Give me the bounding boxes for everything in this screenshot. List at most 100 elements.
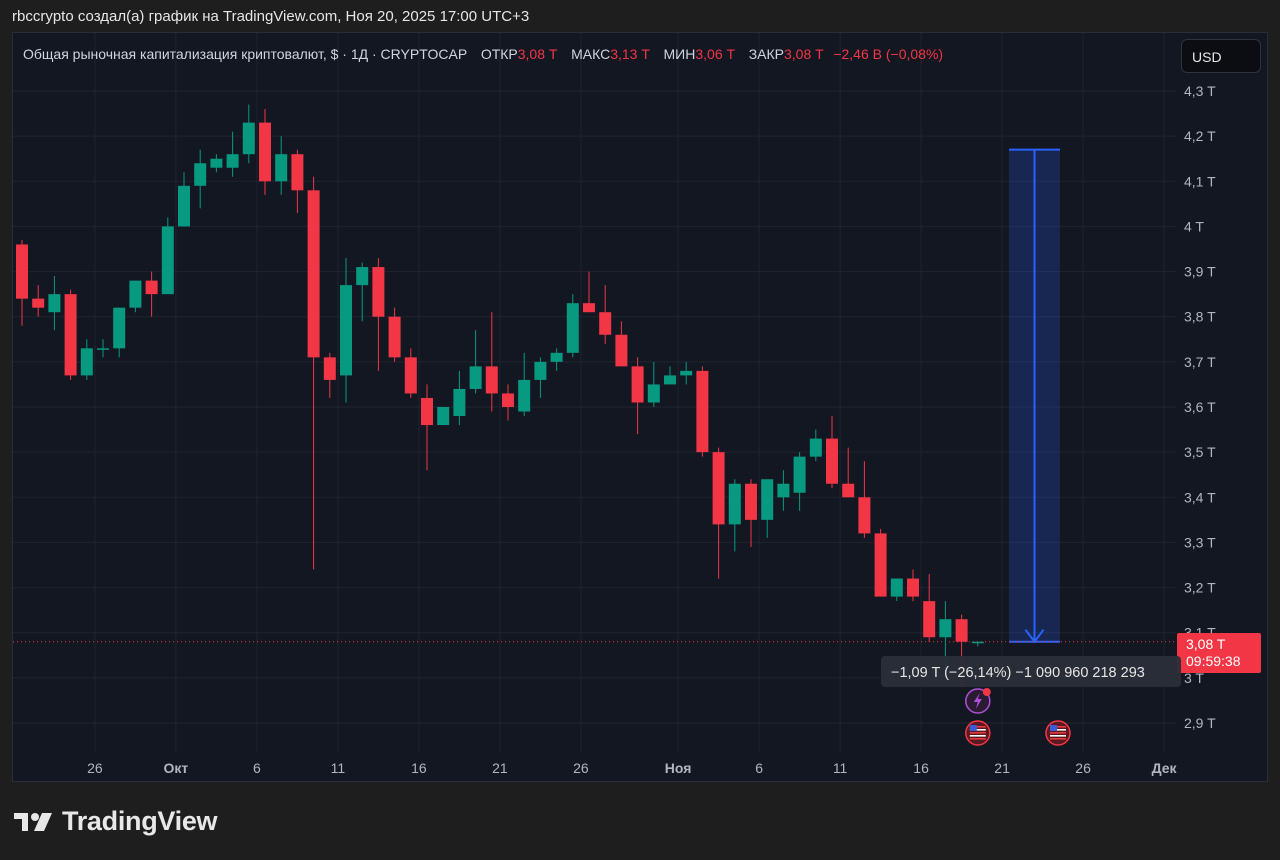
legend-title: Общая рыночная капитализация криптовалют… [23, 46, 467, 62]
currency-button[interactable]: USD [1181, 39, 1261, 73]
x-tick-label: Окт [164, 760, 189, 776]
y-tick-label: 3,6 T [1184, 399, 1216, 415]
y-tick-label: 4 T [1184, 218, 1204, 234]
lightning-glyph-icon [973, 693, 982, 709]
legend-close-value: 3,08 T [783, 46, 824, 62]
candle-body [793, 456, 806, 493]
candle-body [534, 361, 547, 380]
candle-body [437, 407, 450, 426]
candle-body [745, 483, 757, 520]
candle-body [566, 303, 579, 353]
measure-tool [1009, 148, 1060, 644]
candle-body [48, 294, 61, 313]
legend-low-label: МИН [663, 46, 696, 62]
flag-canton [1050, 725, 1057, 731]
flag-stripe [969, 726, 986, 728]
candle-body [64, 294, 77, 376]
candle-body [291, 154, 304, 191]
flag-stripe [1050, 732, 1066, 734]
candle-body [874, 533, 887, 597]
candle-body [647, 384, 660, 403]
notification-dot [982, 688, 991, 696]
candle-body [664, 375, 676, 385]
x-tick-label: 21 [994, 760, 1010, 776]
candle-body [826, 438, 838, 484]
y-tick-label: 3,9 T [1184, 264, 1216, 280]
candle-body [469, 366, 482, 389]
candle-body [728, 483, 741, 525]
candle-body [583, 303, 595, 313]
candle-body [680, 370, 693, 376]
flag-stripe [1050, 738, 1066, 740]
legend-high-label: МАКС [571, 46, 611, 62]
candle-body [404, 357, 417, 394]
flag-stripe [1050, 735, 1066, 737]
x-tick-label: 26 [87, 760, 103, 776]
legend-open-label: ОТКР [480, 46, 518, 62]
tradingview-logo[interactable]: TradingView [14, 806, 218, 837]
candle-body [599, 312, 612, 335]
candle-body [129, 280, 142, 308]
candle-body [631, 366, 644, 403]
candle-body [97, 348, 109, 350]
flag-stripe [969, 738, 986, 740]
y-tick-label: 2,9 T [1184, 715, 1216, 731]
flag-stripe [969, 735, 986, 737]
candlestick-chart[interactable]: 2,9 T3 T3,1 T3,2 T3,3 T3,4 T3,5 T3,6 T3,… [13, 33, 1268, 782]
candle-body [858, 497, 871, 534]
logo-text: TradingView [62, 806, 218, 836]
y-tick-label: 3,4 T [1184, 489, 1216, 505]
y-tick-label: 3 T [1184, 670, 1204, 686]
legend-close-label: ЗАКР [748, 46, 784, 62]
axes: 2,9 T3 T3,1 T3,2 T3,3 T3,4 T3,5 T3,6 T3,… [87, 83, 1216, 776]
tradingview-logo-icon [14, 812, 52, 831]
candle-body [372, 267, 385, 317]
x-tick-label: Ноя [665, 760, 692, 776]
x-tick-label: 6 [755, 760, 763, 776]
candle-body [194, 163, 207, 186]
x-tick-label: 26 [573, 760, 589, 776]
flag-stripe [969, 729, 986, 731]
candle-body [550, 352, 563, 362]
candle-body [259, 122, 271, 182]
y-tick-label: 3,8 T [1184, 309, 1216, 325]
candle-body [939, 619, 952, 638]
candle-body [907, 578, 919, 597]
candle-body [242, 122, 255, 155]
candle-body [340, 285, 352, 376]
price-badge-value: 3,08 T [1186, 636, 1226, 652]
candle-body [161, 226, 174, 295]
x-tick-label: 11 [833, 760, 848, 776]
candle-body [842, 483, 855, 498]
flag-stripe [969, 732, 986, 734]
candle-body [275, 154, 288, 182]
candle-body [16, 244, 28, 299]
x-tick-label: 26 [1075, 760, 1091, 776]
x-tick-label: 6 [253, 760, 261, 776]
overlays: 3,08 T09:59:38 −1,09 T (−26,14%) −1 090 9… [881, 633, 1261, 746]
measure-arrow-head [1024, 629, 1045, 644]
price-badge-countdown: 09:59:38 [1186, 653, 1241, 669]
candle-body [518, 379, 531, 412]
y-tick-label: 4,1 T [1184, 173, 1216, 189]
candle-body [923, 601, 936, 638]
flag-canton [969, 725, 977, 731]
y-tick-label: 4,2 T [1184, 128, 1216, 144]
candle-body [145, 280, 158, 295]
candle-body [955, 619, 968, 642]
x-tick-label: 16 [411, 760, 427, 776]
candle-body [323, 357, 336, 380]
candle-body [307, 190, 320, 358]
x-tick-label: 11 [331, 760, 346, 776]
candle-body [712, 452, 725, 525]
price-badge-bg [1177, 633, 1261, 673]
y-tick-label: 3,3 T [1184, 534, 1216, 550]
candle-body [32, 298, 45, 308]
candle-body [971, 641, 984, 644]
legend-open-value: 3,08 T [517, 46, 558, 62]
measure-label-bg [881, 656, 1181, 687]
x-tick-label: Дек [1152, 760, 1178, 776]
candle-body [226, 154, 239, 168]
grid-lines [13, 33, 1176, 753]
